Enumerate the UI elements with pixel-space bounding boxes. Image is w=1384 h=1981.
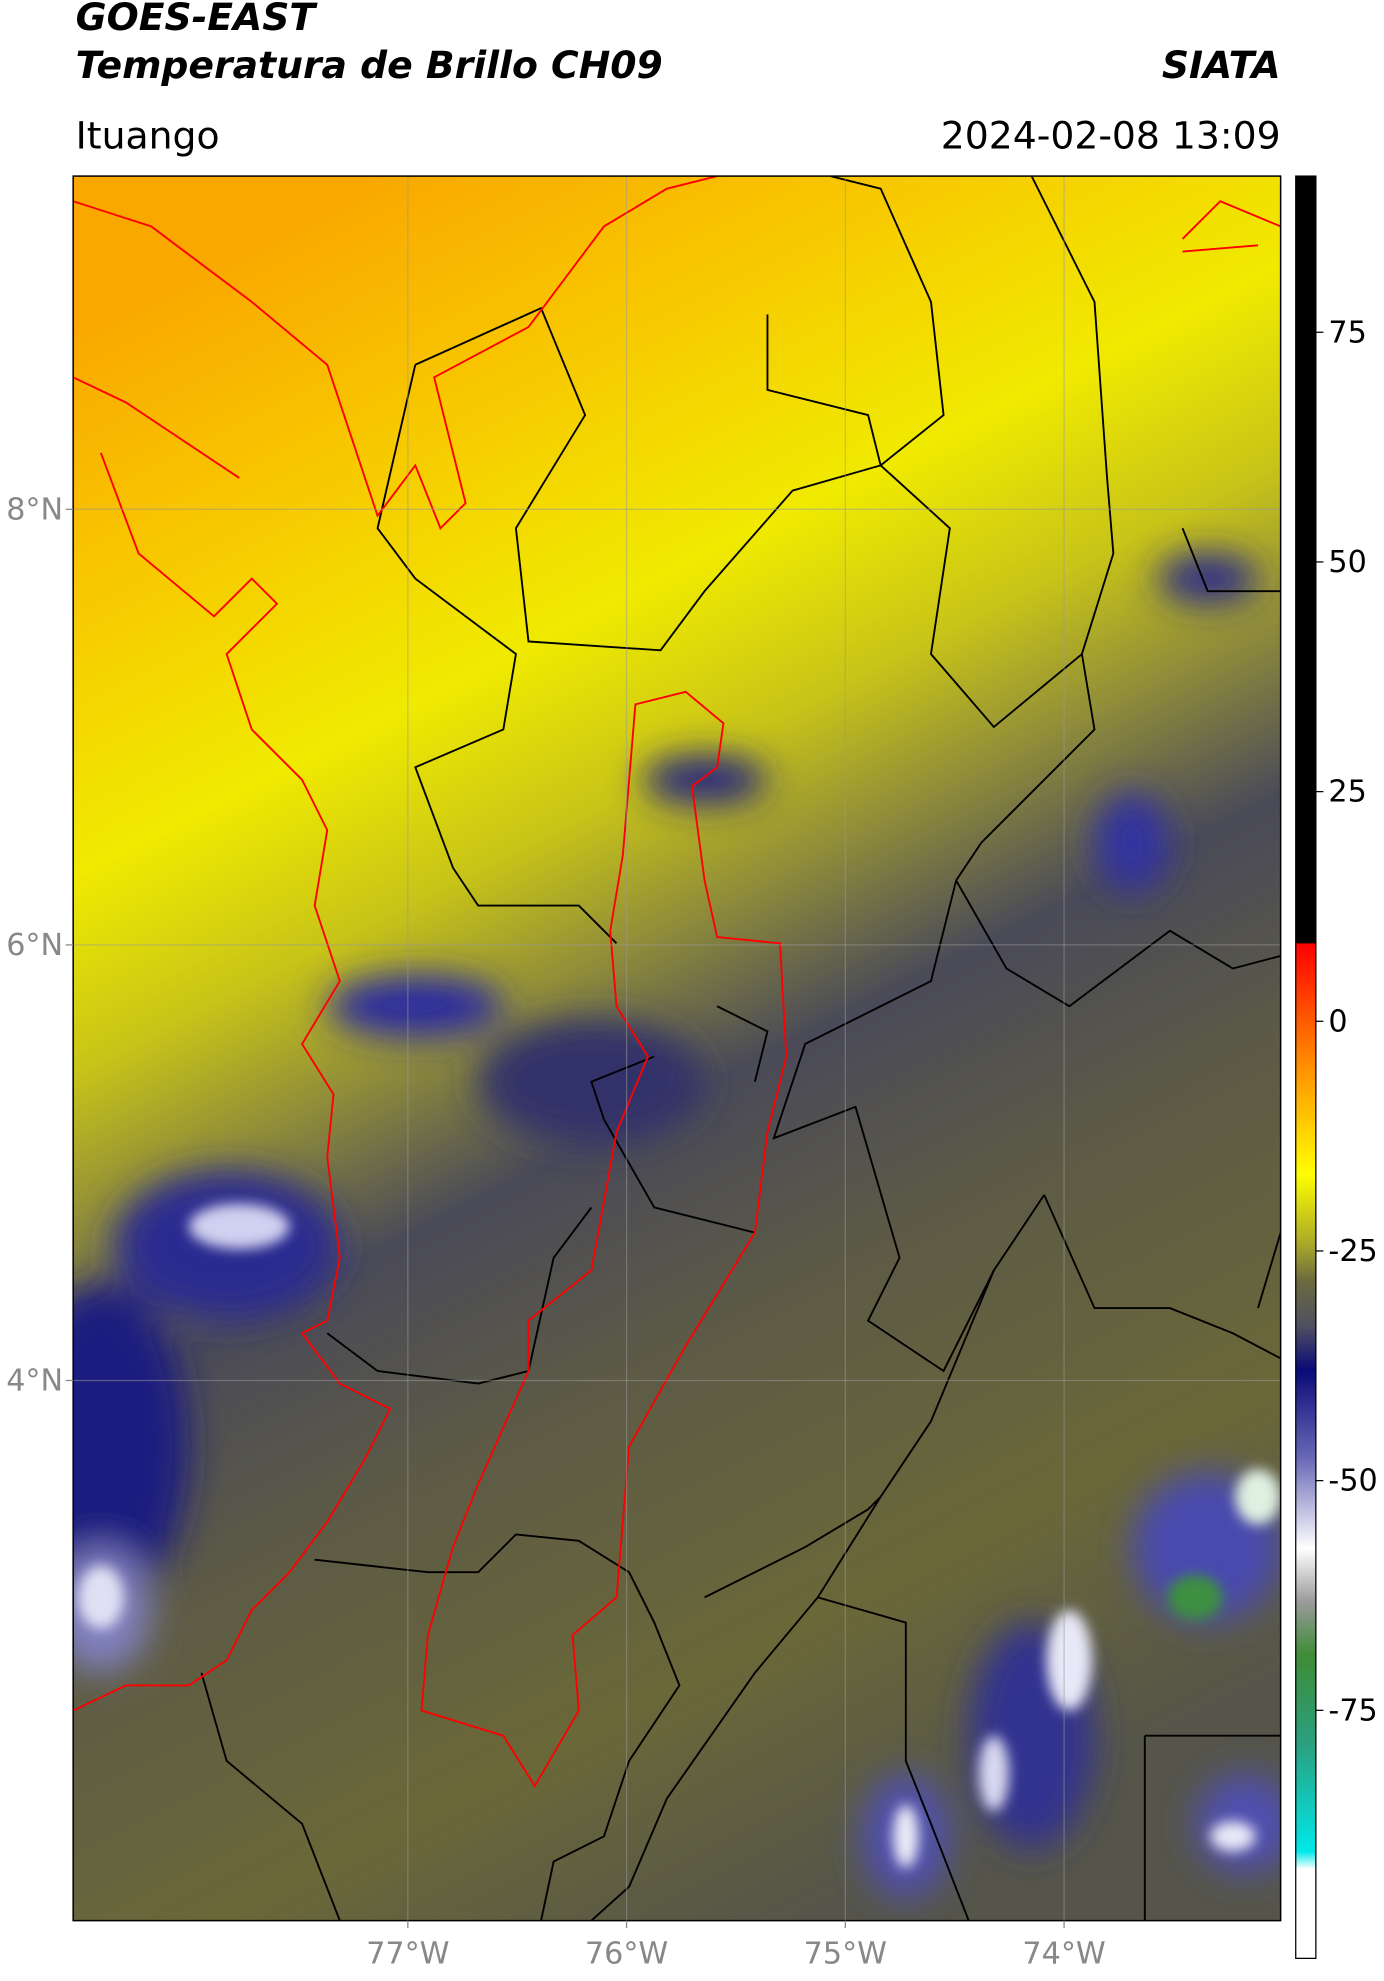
y-tick-label: 8°N (6, 492, 63, 527)
map (73, 176, 1281, 1921)
x-tick-label: 75°W (804, 1936, 887, 1971)
tick-labels: 77°W 76°W 75°W 74°W 8°N 6°N 4°N 75 50 25 0 -25 -50 -7… (6, 315, 1377, 1971)
x-tick-label: 76°W (585, 1936, 668, 1971)
colorbar-tick-label: 0 (1328, 1004, 1347, 1039)
x-tick-label: 74°W (1022, 1936, 1105, 1971)
subtitle: Temperatura de Brillo CH09 (76, 43, 663, 87)
title: GOES-EAST (76, 0, 319, 39)
datetime: 2024-02-08 13:09 (941, 113, 1281, 157)
y-tick-label: 4°N (6, 1364, 63, 1399)
colorbar (1295, 175, 1317, 1959)
colorbar-tick-label: 25 (1328, 775, 1366, 810)
cloud-cores (78, 1203, 1281, 1868)
location: Ituango (76, 113, 220, 157)
borders (200, 176, 1281, 1921)
brand: SIATA (1162, 43, 1281, 87)
colorbar-tick-label: -75 (1328, 1693, 1377, 1728)
x-tick-label: 77°W (366, 1936, 449, 1971)
graticule (73, 176, 1281, 1921)
y-tick-label: 6°N (6, 928, 63, 963)
colorbar-tick-label: 75 (1328, 315, 1366, 350)
map-frame (72, 175, 1282, 1922)
colorbar-tick-label: 50 (1328, 545, 1366, 580)
colorbar-tick-label: -50 (1328, 1464, 1377, 1499)
red-outlines (73, 176, 1281, 1788)
colorbar-tick-label: -25 (1328, 1234, 1377, 1269)
